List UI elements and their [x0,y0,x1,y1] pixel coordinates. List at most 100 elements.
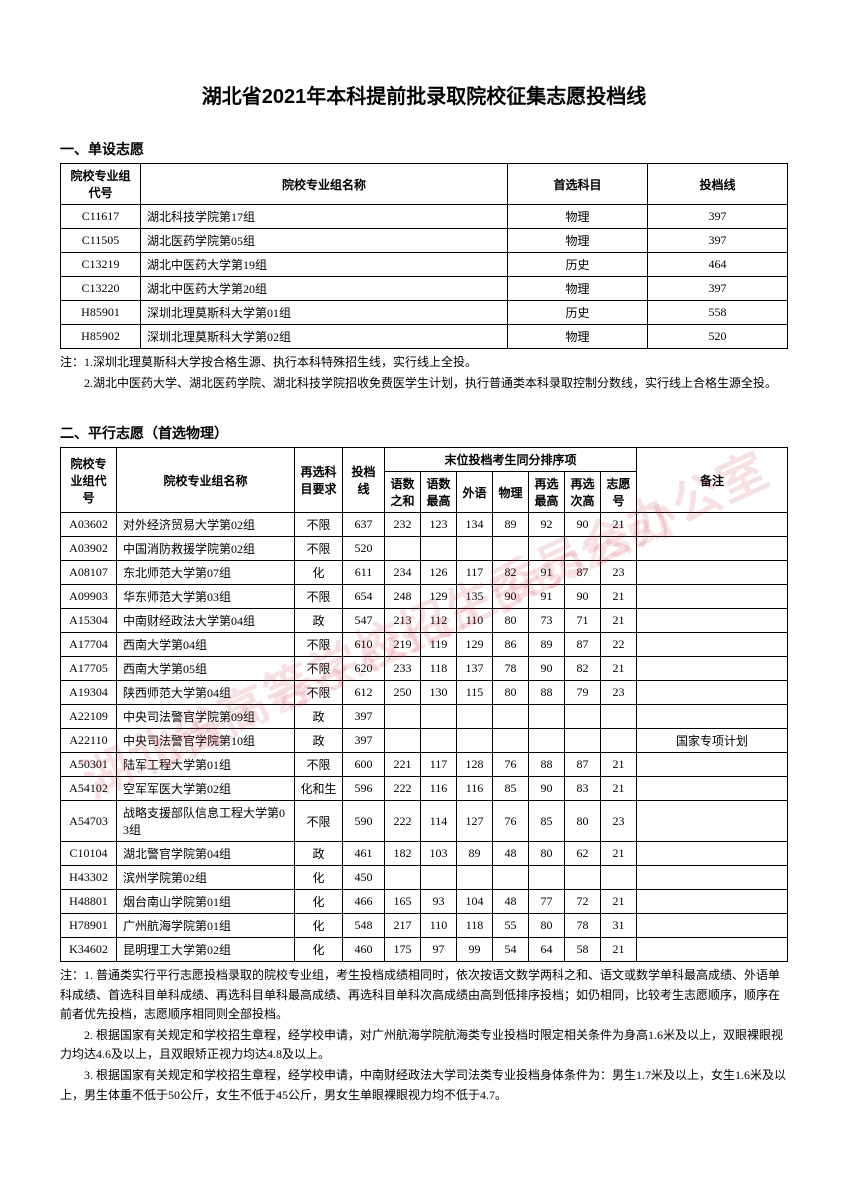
table-cell: 不限 [295,633,343,657]
table-cell: 91 [529,585,565,609]
table-cell [637,753,788,777]
table-cell: 610 [343,633,385,657]
table-cell: 中南财经政法大学第04组 [117,609,295,633]
table-cell: A50301 [61,753,117,777]
table-cell: 中央司法警官学院第10组 [117,729,295,753]
table-cell: 31 [601,914,637,938]
table-cell: 不限 [295,537,343,561]
table-row: C10104湖北警官学院第04组政4611821038948806221 [61,842,788,866]
table-cell: 湖北警官学院第04组 [117,842,295,866]
table-cell [421,537,457,561]
table-cell [601,705,637,729]
table-row: C13220湖北中医药大学第20组物理397 [61,277,788,301]
col-sub: 外语 [457,472,493,513]
table-cell: 不限 [295,753,343,777]
table-cell [565,705,601,729]
table-row: C13219湖北中医药大学第19组历史464 [61,253,788,277]
table-cell: 不限 [295,801,343,842]
table-cell: A19304 [61,681,117,705]
table-cell: H85901 [61,301,141,325]
table-cell: 不限 [295,585,343,609]
table-cell: 政 [295,842,343,866]
table-cell: 89 [529,633,565,657]
table-cell [637,537,788,561]
table-cell: 126 [421,561,457,585]
section1-notes: 注：1.深圳北理莫斯科大学按合格生源、执行本科特殊招生线，实行线上全投。 2.湖… [60,353,788,393]
table-cell: 128 [457,753,493,777]
table-cell: 129 [457,633,493,657]
table-cell: 21 [601,938,637,962]
col-name: 院校专业组名称 [117,448,295,513]
table-cell: 112 [421,609,457,633]
table-row: K34602昆明理工大学第02组化460175979954645821 [61,938,788,962]
note-text: 注：1.深圳北理莫斯科大学按合格生源、执行本科特殊招生线，实行线上全投。 [60,353,788,372]
table-cell: 战略支援部队信息工程大学第03组 [117,801,295,842]
col-name: 院校专业组名称 [141,164,508,205]
table-cell: 64 [529,938,565,962]
table-cell: 湖北中医药大学第20组 [141,277,508,301]
table-cell: 90 [529,657,565,681]
table-cell: A22110 [61,729,117,753]
table-cell: 134 [457,513,493,537]
table-cell [385,866,421,890]
table-cell: 129 [421,585,457,609]
table-cell [637,938,788,962]
table-cell: A22109 [61,705,117,729]
table-cell: 87 [565,633,601,657]
table-cell [457,866,493,890]
table-cell [637,657,788,681]
table-cell: 21 [601,657,637,681]
table-row: A03902中国消防救援学院第02组不限520 [61,537,788,561]
table-cell: 深圳北理莫斯科大学第02组 [141,325,508,349]
col-sub: 语数最高 [421,472,457,513]
table-cell: 123 [421,513,457,537]
table-cell: 116 [457,777,493,801]
table-cell: 21 [601,890,637,914]
table-cell: 466 [343,890,385,914]
table-cell: 73 [529,609,565,633]
table-cell: 西南大学第05组 [117,657,295,681]
table-cell: 深圳北理莫斯科大学第01组 [141,301,508,325]
table-cell: 90 [565,513,601,537]
note-text: 2. 根据国家有关规定和学校招生章程，经学校申请，对广州航海学院航海类专业投档时… [60,1026,788,1064]
table-cell: 637 [343,513,385,537]
section2-notes: 注：1. 普通类实行平行志愿投档录取的院校专业组，考生投档成绩相同时，依次按语文… [60,966,788,1104]
table-cell: 397 [343,705,385,729]
table-row: A19304陕西师范大学第04组不限61225013011580887923 [61,681,788,705]
table-cell: 87 [565,561,601,585]
table-cell: 23 [601,561,637,585]
table-cell: 118 [421,657,457,681]
table-cell: 97 [421,938,457,962]
table-cell: 450 [343,866,385,890]
table-row: A03602对外经济贸易大学第02组不限63723212313489929021 [61,513,788,537]
table-cell: 23 [601,681,637,705]
table-cell [493,729,529,753]
table-cell: 175 [385,938,421,962]
table-cell [457,537,493,561]
table-cell: 611 [343,561,385,585]
table-cell: 中央司法警官学院第09组 [117,705,295,729]
table-cell: 湖北医药学院第05组 [141,229,508,253]
table-cell [529,537,565,561]
table-cell: 华东师范大学第03组 [117,585,295,609]
col-sub: 语数之和 [385,472,421,513]
table-row: H85902深圳北理莫斯科大学第02组物理520 [61,325,788,349]
table-cell: 460 [343,938,385,962]
col-req: 再选科目要求 [295,448,343,513]
table-cell: 612 [343,681,385,705]
table-cell: A03902 [61,537,117,561]
table-cell: 对外经济贸易大学第02组 [117,513,295,537]
table-cell: 滨州学院第02组 [117,866,295,890]
table-cell: 233 [385,657,421,681]
table-row: A08107东北师范大学第07组化61123412611782918723 [61,561,788,585]
table-cell [637,801,788,842]
table-cell: 历史 [508,253,648,277]
note-text: 注：1. 普通类实行平行志愿投档录取的院校专业组，考生投档成绩相同时，依次按语文… [60,966,788,1024]
table-cell: 110 [421,914,457,938]
table-cell: 71 [565,609,601,633]
table-cell: 21 [601,609,637,633]
table-cell: 80 [565,801,601,842]
table-row: C11505湖北医药学院第05组物理397 [61,229,788,253]
table-cell: 137 [457,657,493,681]
table-cell: 化 [295,561,343,585]
